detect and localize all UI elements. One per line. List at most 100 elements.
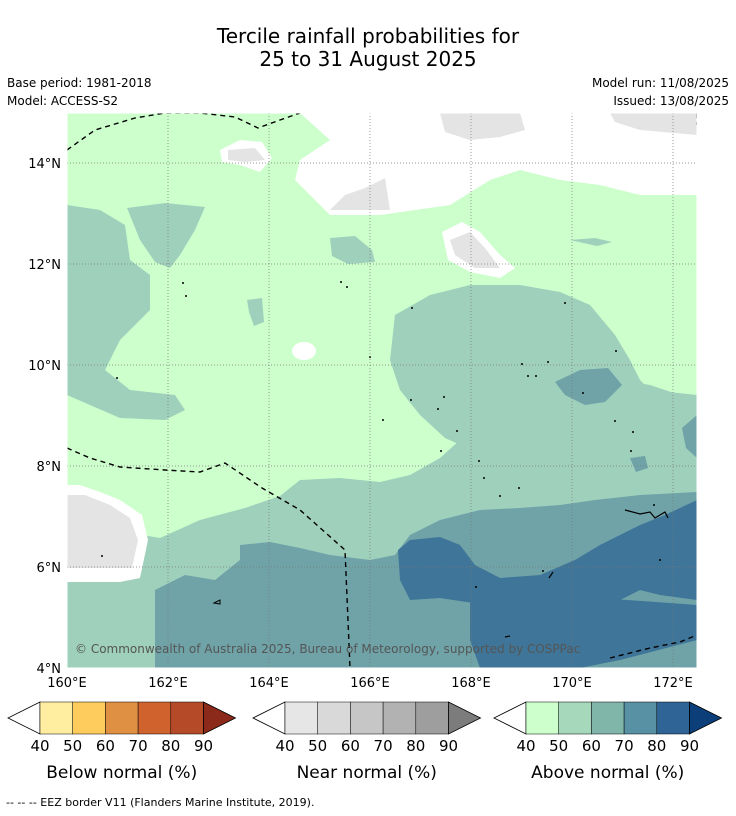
island-marker — [564, 302, 566, 304]
lat-label-8n: 8°N — [37, 460, 62, 475]
above-normal-60-west — [67, 205, 185, 420]
island-marker — [535, 375, 537, 377]
model-run: Model run: 11/08/2025 — [591, 76, 729, 90]
above-normal-60-12n — [330, 236, 375, 264]
colorbar-tick-label: 60 — [582, 737, 601, 755]
island-marker — [614, 420, 616, 422]
colorbar-tick-label: 80 — [647, 737, 666, 755]
island-marker — [410, 399, 412, 401]
above-normal-60-central-east — [390, 285, 697, 455]
colorbar-segment — [382, 701, 417, 735]
chart-title-line2: 25 to 31 August 2025 — [259, 47, 477, 71]
island-marker — [527, 375, 529, 377]
island-markers — [101, 281, 661, 588]
island-marker — [456, 430, 458, 432]
island-marker — [182, 282, 184, 284]
copyright-notice: © Commonwealth of Australia 2025, Bureau… — [75, 642, 580, 656]
island-marker — [582, 392, 584, 394]
island-marker — [185, 295, 187, 297]
near-normal-patch-center-north — [330, 178, 390, 210]
colorbar-segment — [284, 701, 318, 735]
colorbar-segment — [72, 701, 106, 735]
colorbar-segment — [170, 701, 204, 735]
colorbar-tick-label: 50 — [549, 737, 568, 755]
lat-label-6n: 6°N — [37, 561, 62, 576]
eez-border-central — [67, 447, 351, 668]
island-marker — [521, 363, 523, 365]
colorbar-tick-label: 40 — [30, 737, 49, 755]
island-marker — [437, 408, 439, 410]
probability-map — [67, 113, 697, 668]
island-marker — [615, 350, 617, 352]
colorbar-tick-label: 70 — [374, 737, 393, 755]
colorbar-below: 40 50 60 70 80 90 Below normal (%) — [7, 701, 237, 783]
eez-border-north — [67, 113, 301, 151]
island-marker — [542, 570, 544, 572]
colorbar-tick-label: 80 — [161, 737, 180, 755]
colorbar-segment — [656, 701, 690, 735]
colorbar-arrow-high — [689, 701, 723, 735]
lat-label-12n: 12°N — [28, 258, 61, 273]
colorbar-tick-label: 70 — [615, 737, 634, 755]
colorbar-segment — [317, 701, 351, 735]
above-normal-60-12n-east — [570, 238, 612, 246]
island-marker — [632, 431, 634, 433]
colorbar-arrow-high — [448, 701, 482, 735]
colorbar-segment — [525, 701, 559, 735]
graticule — [67, 113, 697, 668]
island-marker — [499, 495, 501, 497]
above-normal-70-east-edge — [682, 415, 697, 458]
island-marker — [659, 559, 661, 561]
lat-label-14n: 14°N — [28, 157, 61, 172]
island-marker — [116, 377, 118, 379]
lat-label-10n: 10°N — [28, 359, 61, 374]
island-marker — [518, 487, 520, 489]
colorbar-tick-label: 90 — [194, 737, 213, 755]
neutral-area-north — [295, 113, 697, 215]
above-normal-80-south — [398, 500, 697, 605]
island-marker — [653, 504, 655, 506]
near-normal-patch-north-west — [228, 148, 265, 162]
colorbar-tick-label: 40 — [516, 737, 535, 755]
colorbar-tick-label: 60 — [96, 737, 115, 755]
colorbar-segment — [105, 701, 139, 735]
map-frame — [66, 112, 698, 669]
longitude-labels: 160°E 162°E 164°E 166°E 168°E 170°E 172°… — [47, 676, 693, 691]
atoll-outline — [504, 635, 511, 638]
model-name: Model: ACCESS-S2 — [7, 94, 119, 108]
near-normal-patch-north — [440, 113, 525, 140]
lon-label-164e: 164°E — [249, 676, 289, 691]
lon-label-170e: 170°E — [552, 676, 592, 691]
island-marker — [101, 555, 103, 557]
latitude-labels: 14°N 12°N 10°N 8°N 6°N 4°N — [28, 157, 61, 677]
island-marker — [440, 450, 442, 452]
lon-label-160e: 160°E — [47, 676, 87, 691]
colorbar-segment — [591, 701, 625, 735]
colorbar-tick-label: 90 — [439, 737, 458, 755]
colorbar-segment — [558, 701, 592, 735]
near-normal-west — [67, 495, 138, 568]
colorbar-tick-label: 40 — [275, 737, 294, 755]
chart-title-line1: Tercile rainfall probabilities for — [216, 24, 520, 48]
island-marker — [382, 419, 384, 421]
colorbar-segment — [137, 701, 172, 735]
colorbar-arrow-low — [252, 701, 286, 735]
above-normal-60-11n — [247, 298, 264, 326]
base-period: Base period: 1981-2018 — [7, 76, 152, 90]
colorbar-tick-label: 50 — [308, 737, 327, 755]
colorbar-segment — [39, 701, 73, 735]
atoll-outline — [548, 571, 554, 579]
lon-label-166e: 166°E — [350, 676, 390, 691]
colorbar-tick-label: 80 — [406, 737, 425, 755]
colorbar-tick-label: 90 — [680, 737, 699, 755]
colorbar-label: Above normal (%) — [531, 763, 684, 783]
above-normal-70-8n — [630, 456, 648, 472]
island-marker — [346, 286, 348, 288]
lon-label-172e: 172°E — [653, 676, 693, 691]
neutral-spot-10n — [292, 342, 316, 360]
island-marker — [478, 460, 480, 462]
colorbar-tick-label: 60 — [341, 737, 360, 755]
atoll-outline — [212, 599, 221, 605]
colorbar-tick-label: 50 — [63, 737, 82, 755]
